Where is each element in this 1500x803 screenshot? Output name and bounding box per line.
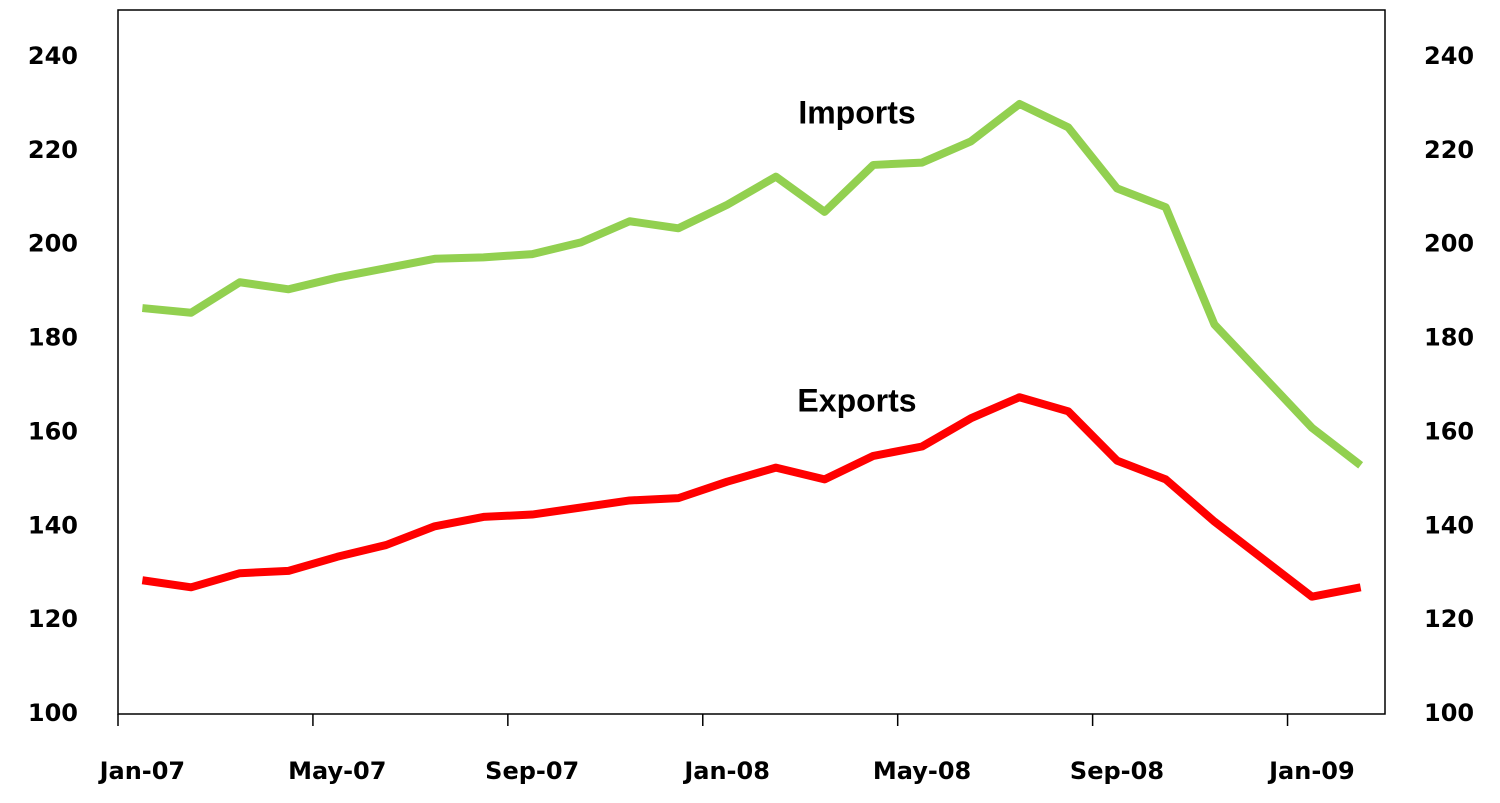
y2-tick-label: 180 — [1424, 324, 1474, 352]
y2-tick-label: 120 — [1424, 605, 1474, 633]
y-tick-label: 240 — [28, 42, 78, 70]
series-annotation: Imports — [798, 94, 915, 130]
y-tick-label: 120 — [28, 605, 78, 633]
y-tick-label: 100 — [28, 699, 78, 727]
series-line — [141, 99, 1364, 469]
x-tick-label: Jan-08 — [682, 757, 770, 785]
x-tick-label: Jan-07 — [98, 757, 186, 785]
y2-tick-label: 140 — [1424, 511, 1474, 539]
y-tick-label: 220 — [28, 136, 78, 164]
y2-tick-label: 160 — [1424, 417, 1474, 445]
x-tick-label: Sep-08 — [1070, 757, 1164, 785]
x-tick-label: Sep-07 — [485, 757, 579, 785]
x-tick-label: May-08 — [873, 757, 971, 785]
series-annotation: Exports — [797, 382, 916, 418]
plot-frame — [117, 9, 1386, 715]
x-tick-label: May-07 — [288, 757, 386, 785]
x-tick-label: Jan-09 — [1267, 757, 1355, 785]
y-tick-label: 200 — [28, 230, 78, 258]
y-tick-label: 160 — [28, 417, 78, 445]
series-line — [141, 393, 1362, 601]
y-tick-label: 180 — [28, 324, 78, 352]
y2-tick-label: 100 — [1424, 699, 1474, 727]
y2-tick-label: 220 — [1424, 136, 1474, 164]
y-tick-label: 140 — [28, 511, 78, 539]
y2-tick-label: 200 — [1424, 230, 1474, 258]
y2-tick-label: 240 — [1424, 42, 1474, 70]
